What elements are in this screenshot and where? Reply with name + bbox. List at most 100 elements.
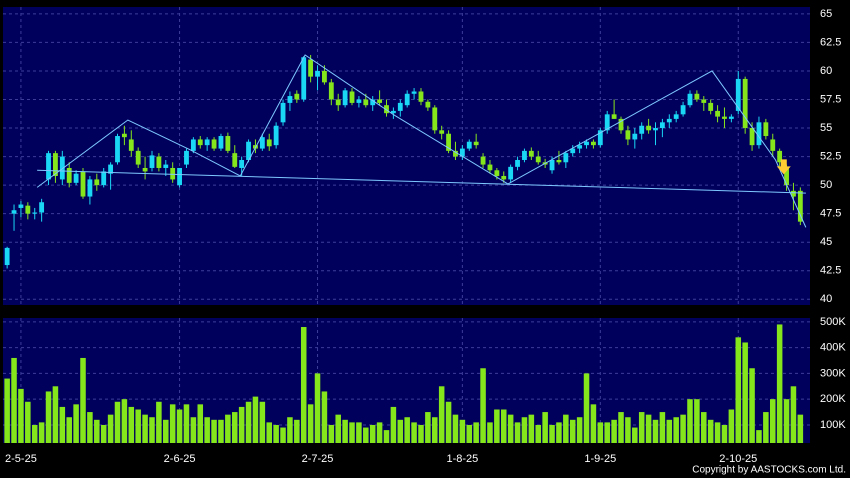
candle-body xyxy=(791,190,796,197)
arrow-marker xyxy=(776,159,791,175)
volume-bar xyxy=(383,430,390,443)
candle-body xyxy=(556,159,562,163)
candle-body xyxy=(349,91,355,103)
volume-bar xyxy=(418,424,424,443)
y-tick-label: 42.5 xyxy=(820,265,841,277)
candle-body xyxy=(459,148,465,157)
candle-body xyxy=(239,159,245,168)
candle-body xyxy=(680,105,686,115)
y-tick-label: 40 xyxy=(820,293,832,305)
volume-bar xyxy=(80,357,86,443)
candle-body xyxy=(87,179,93,197)
candle-body xyxy=(4,247,10,266)
candle-body xyxy=(522,150,527,160)
volume-bar xyxy=(438,386,445,443)
y-tick-label: 500K xyxy=(820,316,846,328)
volume-bar xyxy=(376,422,383,443)
y-tick-label: 62.5 xyxy=(820,36,841,48)
volume-bar xyxy=(569,419,576,443)
volume-bar xyxy=(252,396,259,443)
candle-body xyxy=(115,136,120,163)
candle-body xyxy=(273,125,279,146)
y-tick-label: 45 xyxy=(820,236,832,248)
volume-bar xyxy=(411,422,417,443)
volume-bar xyxy=(149,417,155,443)
candle-body xyxy=(18,204,24,208)
candle-body xyxy=(639,125,645,134)
candle-body xyxy=(591,141,596,146)
volume-bar xyxy=(535,424,541,443)
candle-body xyxy=(584,141,589,146)
volume-bar xyxy=(73,404,79,443)
candle-body xyxy=(170,167,176,180)
candle-body xyxy=(577,145,583,149)
candle-body xyxy=(94,179,100,186)
volume-bar xyxy=(294,419,300,443)
volume-bar xyxy=(245,401,252,443)
volume-bar xyxy=(576,417,583,443)
volume-bar xyxy=(556,422,562,443)
volume-bar xyxy=(666,419,673,443)
candle-body xyxy=(653,128,658,131)
volume-bar xyxy=(225,414,231,443)
candle-body xyxy=(39,202,45,213)
candle-body xyxy=(121,133,127,138)
volume-bar xyxy=(66,417,72,443)
candle-body xyxy=(494,170,500,176)
volume-bar xyxy=(169,404,176,443)
candle-body xyxy=(301,57,307,100)
candle-body xyxy=(777,150,783,163)
volume-bar xyxy=(266,422,272,443)
candle-body xyxy=(659,122,665,129)
volume-bar xyxy=(673,417,679,443)
volume-bar xyxy=(121,399,128,443)
candle-body xyxy=(701,99,707,103)
volume-bar xyxy=(680,414,686,443)
volume-bar xyxy=(659,412,666,443)
candle-body xyxy=(177,167,182,186)
candle-body xyxy=(370,99,376,106)
volume-bar xyxy=(335,414,341,443)
volume-bar xyxy=(287,417,293,443)
volume-bar xyxy=(259,401,266,443)
volume-bar xyxy=(776,324,783,443)
volume-bar xyxy=(652,419,659,443)
candle-body xyxy=(11,210,17,214)
volume-bar xyxy=(18,388,24,443)
volume-bar xyxy=(494,409,500,443)
volume-bar xyxy=(721,424,728,443)
x-tick-label: 1-8-25 xyxy=(446,453,478,465)
volume-bar xyxy=(707,419,714,443)
volume-bar xyxy=(307,404,314,443)
candle-body xyxy=(280,102,286,123)
volume-bar xyxy=(231,412,238,443)
volume-bar xyxy=(238,406,245,443)
volume-bar xyxy=(59,406,66,443)
volume-bar xyxy=(369,424,376,443)
volume-bar xyxy=(404,417,410,443)
volume-bar xyxy=(397,419,404,443)
candle-body xyxy=(728,116,734,119)
y-tick-label: 400K xyxy=(820,342,846,354)
candle-body xyxy=(770,139,776,151)
candle-body xyxy=(439,130,445,134)
volume-bar xyxy=(349,422,355,443)
volume-bar xyxy=(763,412,769,443)
volume-bar xyxy=(542,412,548,443)
candle-body xyxy=(515,159,520,167)
candle-body xyxy=(418,91,424,102)
volume-bar xyxy=(742,342,748,443)
volume-bar xyxy=(604,422,610,443)
volume-bar xyxy=(107,414,114,443)
candle-body xyxy=(142,167,148,172)
candle-body xyxy=(611,114,617,119)
volume-bar xyxy=(163,419,169,443)
candle-body xyxy=(197,139,203,146)
candle-body xyxy=(763,122,769,137)
candle-body xyxy=(618,118,624,131)
candle-body xyxy=(528,150,534,157)
candle-body xyxy=(190,139,196,151)
candle-body xyxy=(25,205,31,214)
candle-body xyxy=(508,166,514,180)
volume-bar xyxy=(590,404,597,443)
